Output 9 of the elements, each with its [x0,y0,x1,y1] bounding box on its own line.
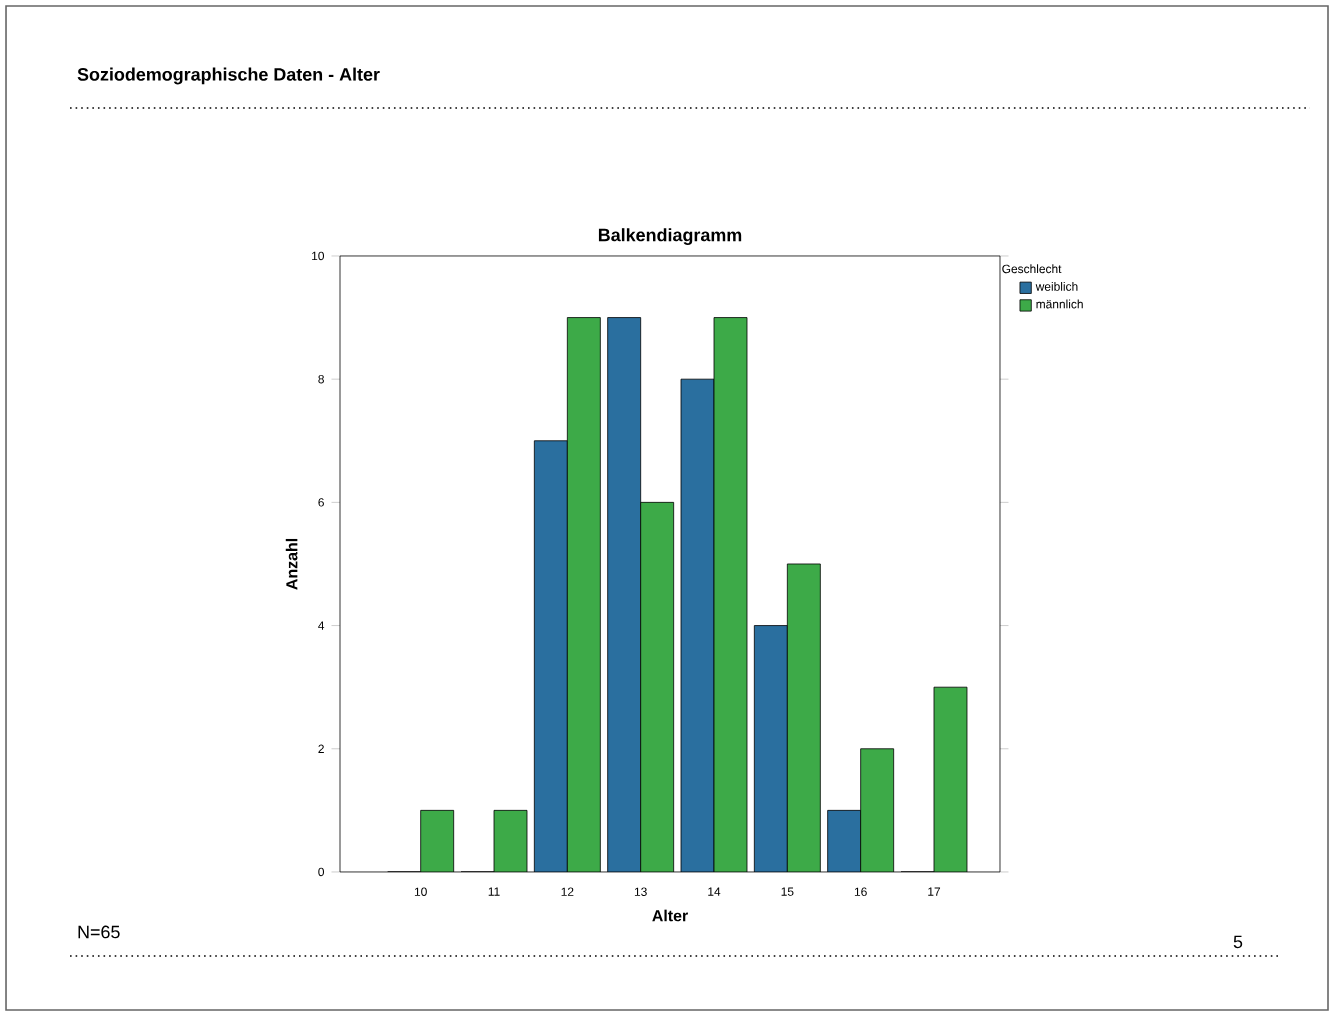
text: 5 [1233,935,1243,949]
text: N=65 [78,925,120,939]
chart-title: Balkendiagramm [598,228,742,245]
bar [607,317,642,872]
bar [827,809,862,872]
text: Soziodemographische Daten - Alter [77,67,380,85]
bar [533,440,568,872]
bar [753,625,788,872]
bar [680,378,715,872]
